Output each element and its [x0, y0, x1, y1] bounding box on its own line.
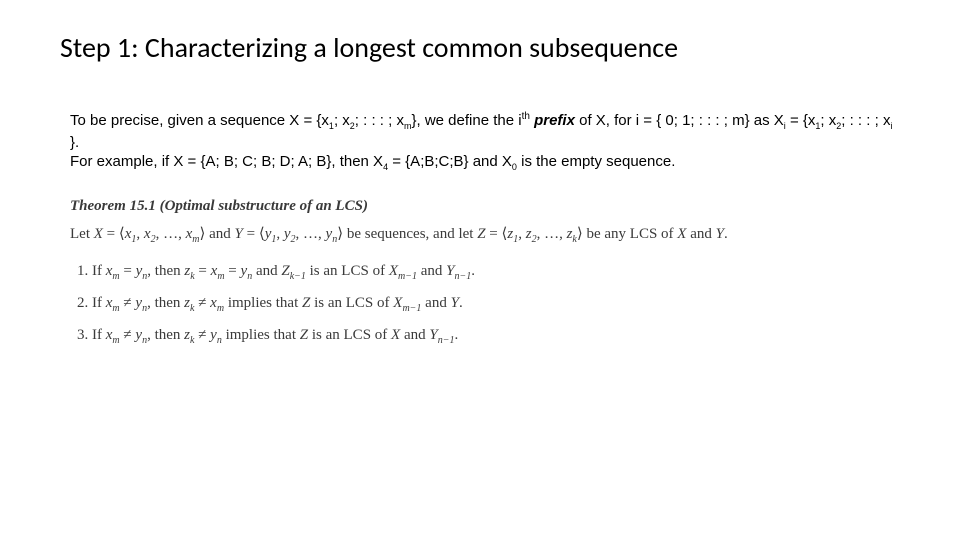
prefix-word: prefix — [534, 112, 575, 129]
t-frag: implies that — [222, 327, 300, 343]
t-frag: = — [225, 263, 241, 279]
y-var: y — [284, 226, 291, 242]
list-item: If xm = yn, then zk = xm = yn and Zk−1 i… — [92, 260, 900, 284]
theorem-title: Theorem 15.1 (Optimal substructure of an… — [70, 194, 900, 218]
t-frag: . — [724, 226, 728, 242]
sub: k−1 — [290, 271, 306, 282]
t-frag: = — [195, 263, 211, 279]
t-frag: , — [136, 226, 144, 242]
sub: n−1 — [438, 335, 455, 346]
t-frag: If — [92, 327, 106, 343]
theorem-list: If xm = yn, then zk = xm = yn and Zk−1 i… — [70, 260, 900, 348]
sub: m — [217, 303, 224, 314]
t-frag: , …, — [537, 226, 567, 242]
t-frag: = — [120, 263, 136, 279]
t-frag: , …, — [296, 226, 326, 242]
sub: m — [192, 234, 199, 245]
X-var: X — [389, 263, 398, 279]
theorem-block: Theorem 15.1 (Optimal substructure of an… — [0, 174, 960, 348]
t-frag: . — [454, 327, 458, 343]
t-frag: = — [103, 226, 119, 242]
p1-frag: ; x — [334, 112, 350, 129]
t-frag: is an LCS of — [308, 327, 391, 343]
t-frag: , — [518, 226, 526, 242]
t-frag: Let — [70, 226, 94, 242]
t-frag: and — [686, 226, 715, 242]
p1-frag: ; : : : ; x — [355, 112, 404, 129]
t-frag: be any LCS of — [583, 226, 678, 242]
y-var: y — [210, 327, 217, 343]
t-frag: , then — [147, 295, 184, 311]
t-frag: , then — [147, 263, 184, 279]
p2-frag: For example, if X = {A; B; C; B; D; A; B… — [70, 153, 383, 170]
t-frag: implies that — [224, 295, 302, 311]
p1-frag: }. — [70, 134, 79, 151]
t-frag: If — [92, 263, 106, 279]
sub: n−1 — [454, 271, 471, 282]
x-var: x — [210, 295, 217, 311]
t-frag: If — [92, 295, 106, 311]
t-frag: is an LCS of — [310, 295, 393, 311]
t-frag: be sequences, and let — [343, 226, 477, 242]
t-frag: = — [486, 226, 502, 242]
slide-title: Step 1: Characterizing a longest common … — [0, 0, 960, 65]
p1-frag: To be precise, given a sequence X = {x — [70, 112, 329, 129]
Z-var: Z — [300, 327, 308, 343]
X-var: X — [94, 226, 103, 242]
sub: m — [217, 271, 224, 282]
Y-var: Y — [451, 295, 459, 311]
list-item: If xm ≠ yn, then zk ≠ yn implies that Z … — [92, 324, 900, 348]
list-item: If xm ≠ yn, then zk ≠ xm implies that Z … — [92, 292, 900, 316]
sub: m — [112, 303, 119, 314]
sup: th — [522, 111, 530, 122]
slide-root: Step 1: Characterizing a longest common … — [0, 0, 960, 540]
t-frag: , then — [147, 327, 184, 343]
t-frag: ≠ — [120, 327, 136, 343]
p1-frag: of X, for i = { 0; 1; : : : ; m} as X — [575, 112, 784, 129]
Y-var: Y — [716, 226, 724, 242]
sub: m−1 — [402, 303, 421, 314]
sub: i — [890, 121, 892, 131]
body-paragraph: To be precise, given a sequence X = {x1;… — [0, 65, 960, 174]
X-var: X — [391, 327, 400, 343]
t-frag: and — [417, 263, 446, 279]
p1-frag: ; : : : ; x — [841, 112, 890, 129]
t-frag: = — [243, 226, 259, 242]
sub: m — [112, 271, 119, 282]
Y-var: Y — [429, 327, 437, 343]
x-var: x — [144, 226, 151, 242]
p1-frag: ; x — [820, 112, 836, 129]
t-frag: , …, — [156, 226, 186, 242]
t-frag: . — [459, 295, 463, 311]
t-frag: ≠ — [194, 295, 210, 311]
p2-frag: = {A;B;C;B} and X — [388, 153, 512, 170]
t-frag: and — [421, 295, 450, 311]
t-frag: ≠ — [194, 327, 210, 343]
t-frag: , — [276, 226, 284, 242]
theorem-body: Let X = ⟨x1, x2, …, xm⟩ and Y = ⟨y1, y2,… — [70, 222, 900, 248]
p1-frag: = {x — [786, 112, 816, 129]
sub: m−1 — [398, 271, 417, 282]
Y-var: Y — [235, 226, 243, 242]
t-frag: and — [205, 226, 234, 242]
t-frag: and — [252, 263, 281, 279]
Z-var: Z — [477, 226, 485, 242]
t-frag: is an LCS of — [306, 263, 389, 279]
t-frag: . — [471, 263, 475, 279]
t-frag: and — [400, 327, 429, 343]
Z-var: Z — [281, 263, 289, 279]
p1-frag: }, we define the i — [411, 112, 521, 129]
p2-frag: is the empty sequence. — [517, 153, 675, 170]
t-frag: ≠ — [120, 295, 136, 311]
sub: m — [112, 335, 119, 346]
